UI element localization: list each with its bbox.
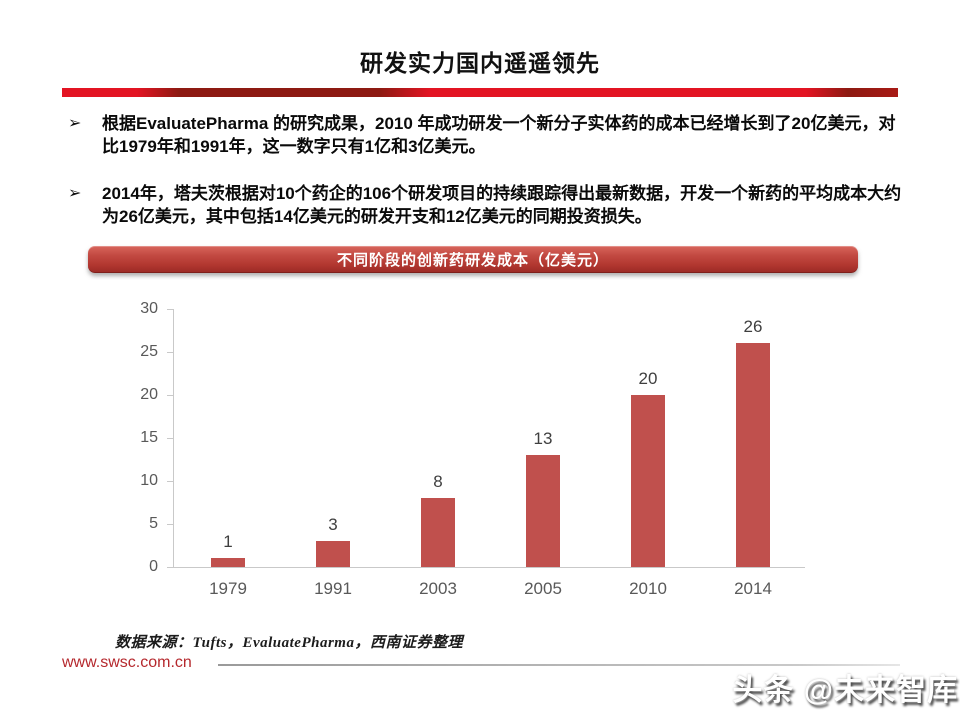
y-axis-line — [173, 309, 174, 567]
bullet-text-2: 2014年，塔夫茨根据对10个药企的106个研发项目的持续跟踪得出最新数据，开发… — [102, 184, 902, 226]
chart-title-banner: 不同阶段的创新药研发成本（亿美元） — [88, 246, 858, 273]
bar — [736, 343, 770, 567]
arrow-bullet-icon: ➢ — [68, 115, 82, 132]
y-tick-mark — [167, 567, 173, 568]
x-axis-line — [173, 567, 805, 568]
watermark-text: 头条 @未来智库 — [732, 674, 958, 707]
bar-value-label: 20 — [638, 369, 658, 388]
bar — [316, 541, 350, 567]
bar — [421, 498, 455, 567]
y-tick-mark — [167, 524, 173, 525]
bullet-list: ➢ 根据EvaluatePharma 的研究成果，2010 年成功研发一个新分子… — [68, 112, 906, 252]
data-source-note: 数据来源：Tufts，EvaluatePharma，西南证券整理 — [115, 635, 463, 651]
bar-value-label: 13 — [533, 429, 553, 448]
y-tick-label: 30 — [140, 300, 158, 317]
x-tick-label: 2014 — [734, 579, 772, 598]
bar — [211, 558, 245, 567]
x-tick-label: 2003 — [419, 579, 457, 598]
bar-value-label: 8 — [433, 472, 443, 491]
y-tick-label: 10 — [140, 472, 158, 489]
page-title: 研发实力国内遥遥领先 — [360, 50, 600, 76]
y-tick-label: 5 — [149, 515, 158, 532]
arrow-bullet-icon: ➢ — [68, 185, 82, 202]
bar-value-label: 3 — [328, 515, 338, 534]
y-tick-mark — [167, 395, 173, 396]
y-tick-mark — [167, 352, 173, 353]
bullet-item-1: ➢ 根据EvaluatePharma 的研究成果，2010 年成功研发一个新分子… — [68, 112, 906, 158]
x-tick-label: 2010 — [629, 579, 667, 598]
x-tick-label: 1979 — [209, 579, 247, 598]
bar-value-label: 26 — [743, 317, 763, 336]
bullet-text-1: 根据EvaluatePharma 的研究成果，2010 年成功研发一个新分子实体… — [102, 114, 896, 156]
footer-divider-line — [218, 664, 900, 666]
bullet-item-2: ➢ 2014年，塔夫茨根据对10个药企的106个研发项目的持续跟踪得出最新数据，… — [68, 182, 906, 228]
y-tick-label: 15 — [140, 429, 158, 446]
y-tick-label: 25 — [140, 343, 158, 360]
x-tick-label: 1991 — [314, 579, 352, 598]
bar — [631, 395, 665, 567]
y-tick-label: 20 — [140, 386, 158, 403]
chart-title: 不同阶段的创新药研发成本（亿美元） — [336, 251, 609, 269]
x-tick-label: 2005 — [524, 579, 562, 598]
y-tick-label: 0 — [149, 558, 158, 575]
bar-chart: 0 5 10 15 20 25 30 1 1979 3 1991 8 2003 13 2005 20 2010 2… — [88, 280, 862, 625]
bar-value-label: 1 — [223, 532, 233, 551]
footer-website-link[interactable]: www.swsc.com.cn — [62, 654, 192, 671]
y-tick-mark — [167, 438, 173, 439]
title-divider-bar — [62, 88, 898, 97]
y-tick-mark — [167, 481, 173, 482]
y-tick-mark — [167, 309, 173, 310]
bar — [526, 455, 560, 567]
